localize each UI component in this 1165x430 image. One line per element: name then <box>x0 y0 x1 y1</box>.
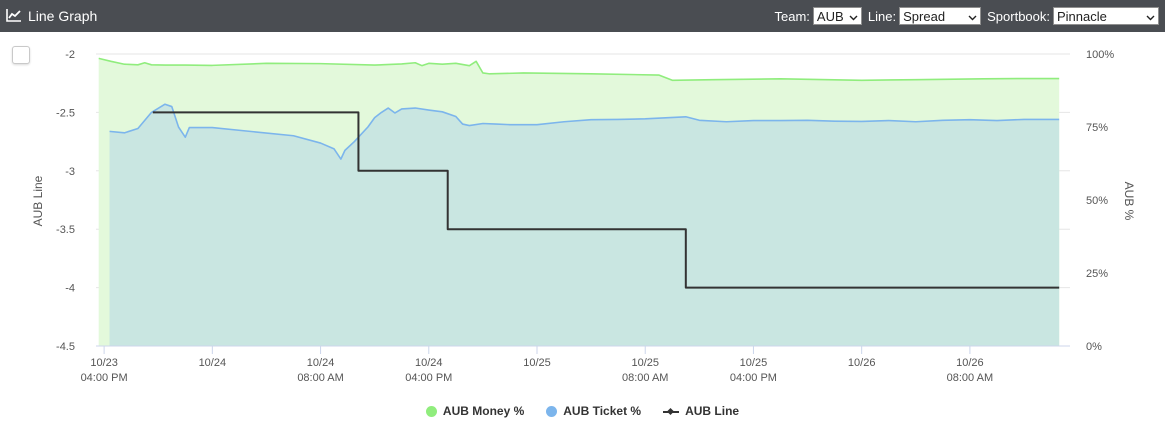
line-chart: -2 -2.5 -3 -3.5 -4 -4.5 100% 75% 50% 25% 0% 10/23… <box>31 49 1136 384</box>
sportsbook-label: Sportbook: <box>987 8 1050 24</box>
x-tick-label: 10/25 <box>740 357 768 369</box>
legend-item-money[interactable]: AUB Money % <box>425 404 525 418</box>
line-chart-icon <box>6 8 22 25</box>
line-select[interactable]: Spread <box>899 7 982 25</box>
series-line-1 <box>109 103 1060 160</box>
x-tick-sublabel: 08:00 AM <box>622 372 668 384</box>
sportsbook-select[interactable]: Pinnacle <box>1053 7 1159 25</box>
y-axis-left: -2 -2.5 -3 -3.5 -4 -4.5 <box>56 49 75 353</box>
chart-legend: AUB Money % AUB Ticket % AUB Line <box>0 404 1165 418</box>
legend-item-ticket[interactable]: AUB Ticket % <box>546 404 641 418</box>
header-title-group: Line Graph <box>6 0 97 32</box>
series-line-0 <box>98 57 1060 82</box>
x-tick-label: 10/25 <box>523 357 551 369</box>
y-right-tick-label: 25% <box>1086 268 1108 280</box>
legend-line-label: AUB Line <box>685 404 740 418</box>
series-areas <box>98 58 1060 346</box>
series-area-1 <box>109 104 1060 346</box>
line-label: Line: <box>867 8 897 24</box>
y-left-tick-label: -2 <box>65 49 75 61</box>
header-bar: Line Graph Team: AUB Line: Spread Sportb… <box>0 0 1165 32</box>
y-left-tick-label: -2.5 <box>56 107 75 119</box>
sportsbook-select-value: Pinnacle <box>1057 8 1107 24</box>
y-left-tick-label: -4.5 <box>56 341 75 353</box>
legend-ticket-marker <box>546 405 558 417</box>
x-tick-sublabel: 04:00 PM <box>405 372 452 384</box>
y-axis-right-title: AUB % <box>1122 182 1136 221</box>
x-tick-label: 10/26 <box>956 357 984 369</box>
line-select-value: Spread <box>903 8 946 24</box>
x-tick-sublabel: 08:00 AM <box>297 372 343 384</box>
team-select-value: AUB <box>816 8 844 24</box>
chevron-down-icon <box>849 9 858 24</box>
x-tick-label: 10/24 <box>307 357 335 369</box>
y-left-tick-label: -3.5 <box>56 224 75 236</box>
page-title: Line Graph <box>28 8 98 24</box>
x-tick-label: 10/23 <box>90 357 118 369</box>
x-tick-sublabel: 04:00 PM <box>730 372 777 384</box>
legend-line-marker <box>663 406 680 417</box>
x-axis: 10/23 04:00 PM 10/24 10/24 08:00 AM 10/24 04:0… <box>81 345 1070 384</box>
y-left-tick-label: -3 <box>65 166 75 178</box>
chevron-down-icon <box>1146 9 1155 24</box>
series-lines <box>98 57 1060 289</box>
legend-money-marker <box>425 405 437 417</box>
x-tick-label: 10/24 <box>415 357 443 369</box>
y-left-tick-label: -4 <box>65 283 75 295</box>
y-axis-right: 100% 75% 50% 25% 0% <box>1086 49 1114 353</box>
legend-ticket-label: AUB Ticket % <box>563 404 642 418</box>
x-tick-sublabel: 08:00 AM <box>947 372 993 384</box>
x-tick-sublabel: 04:00 PM <box>81 372 128 384</box>
filter-controls: Team: AUB Line: Spread Sportbook: Pinnac… <box>775 0 1159 32</box>
team-select[interactable]: AUB <box>812 7 862 25</box>
chevron-down-icon <box>968 9 977 24</box>
y-right-tick-label: 0% <box>1086 341 1102 353</box>
legend-item-line[interactable]: AUB Line <box>663 404 739 418</box>
chart-checkbox[interactable] <box>12 46 30 64</box>
x-tick-label: 10/25 <box>631 357 659 369</box>
legend-money-label: AUB Money % <box>442 404 525 418</box>
team-label: Team: <box>774 8 810 24</box>
x-tick-label: 10/26 <box>848 357 876 369</box>
y-axis-left-title: AUB Line <box>31 175 45 226</box>
x-tick-label: 10/24 <box>199 357 227 369</box>
y-right-tick-label: 75% <box>1086 122 1108 134</box>
series-line-2 <box>152 111 1060 289</box>
y-right-tick-label: 100% <box>1086 49 1114 61</box>
y-right-tick-label: 50% <box>1086 195 1108 207</box>
